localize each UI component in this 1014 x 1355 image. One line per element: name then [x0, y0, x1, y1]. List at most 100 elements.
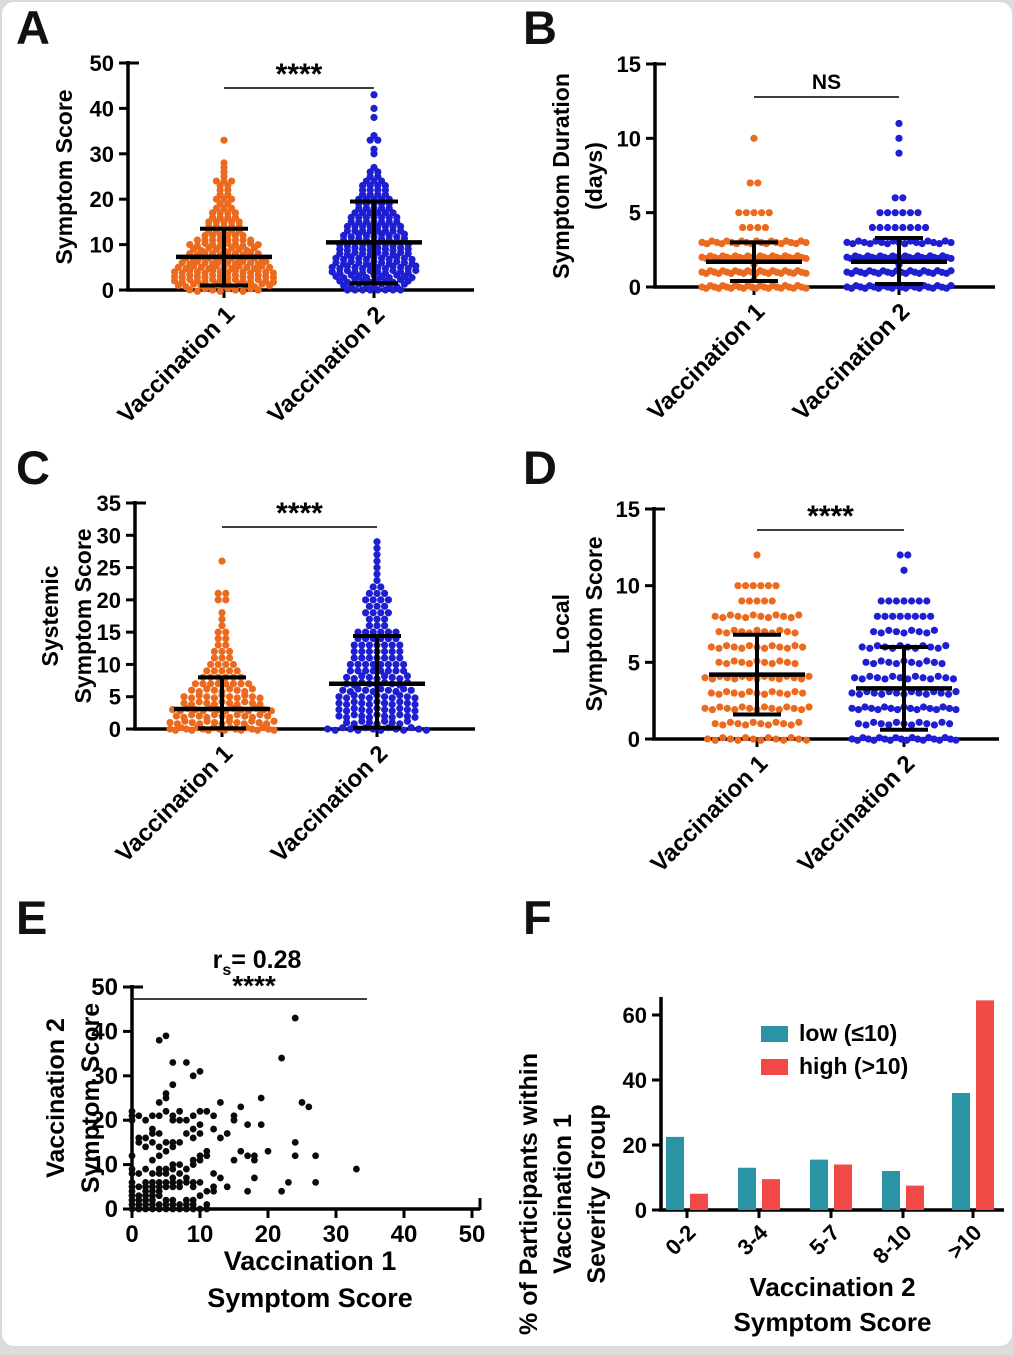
- y-tick-label: 0: [629, 275, 641, 300]
- y-tick-label: 15: [97, 620, 121, 645]
- y-tick-label: 10: [90, 233, 114, 258]
- significance-label: ****: [232, 970, 276, 1001]
- group-label: Vaccination 2: [266, 740, 394, 868]
- category-label: 0-2: [660, 1220, 700, 1260]
- bar-low: [738, 1167, 756, 1210]
- panel-letter-d: D: [523, 441, 557, 494]
- panel-c-systemic-score: C 0 5 10 15 20 25 30 35 Systemic Symptom Score Vac…: [2, 442, 509, 892]
- significance-label: ****: [276, 497, 323, 530]
- group-label: Vaccination 1: [643, 298, 771, 426]
- y-tick-label: 0: [628, 727, 640, 752]
- category-label: 5-7: [804, 1220, 844, 1260]
- x-tick-label: 50: [459, 1221, 486, 1248]
- y-tick-label: 50: [91, 974, 118, 1001]
- significance: ****: [224, 58, 374, 91]
- median-error-bars: [709, 632, 805, 717]
- panel-b-symptom-duration: B 0 5 10 15 Symptom Duration (days) Vaccinatio…: [509, 1, 1012, 442]
- y-tick-label: 0: [102, 278, 114, 303]
- group-label: Vaccination 1: [646, 750, 774, 878]
- median-error-bars: [856, 645, 952, 732]
- y-tick-label: 5: [109, 685, 121, 710]
- y-tick-label: 20: [90, 187, 114, 212]
- group-label: Vaccination 2: [788, 298, 916, 426]
- axes: 0 5 10 15: [616, 497, 999, 752]
- axes: 0 5 10 15 20 25 30 35: [97, 491, 475, 742]
- bar-high: [762, 1179, 780, 1210]
- legend-swatch: [761, 1059, 788, 1075]
- x-axis-title: Vaccination 2 Symptom Score: [734, 1272, 932, 1337]
- bar-low: [882, 1171, 900, 1210]
- y-tick-label: 60: [623, 1003, 647, 1028]
- barchart-severity-groups: 0 20 40 60 % of Participants within Vaccinati…: [515, 997, 1004, 1337]
- dotplot-symptom-duration: 0 5 10 15 Symptom Duration (days) Vaccination …: [548, 52, 995, 426]
- significance-label: NS: [812, 71, 841, 94]
- y-tick-label: 10: [616, 574, 640, 599]
- correlation-annotation: rs= 0.28****: [132, 946, 367, 1001]
- dotplot-symptom-score: 0 10 20 30 40 50 Symptom Score Vaccination 1 Vac…: [51, 51, 474, 429]
- panel-e-correlation-scatter: E 0 10 20 30 40 50 0 10 20 30 40 50 Vaccination 2 Sym…: [2, 891, 509, 1346]
- median-error-bars: [329, 634, 425, 730]
- panel-letter-b: B: [523, 1, 557, 54]
- y-tick-label: 10: [91, 1152, 118, 1179]
- y-tick-label: 15: [616, 497, 640, 522]
- group-label: Vaccination 2: [263, 301, 391, 429]
- bar-high: [906, 1185, 924, 1210]
- y-axis-title: Symptom Duration (days): [548, 73, 607, 279]
- panel-letter-c: C: [16, 441, 50, 494]
- y-tick-label: 10: [97, 652, 121, 677]
- y-axis-title: Symptom Score: [51, 89, 77, 264]
- x-tick-label: 0: [125, 1221, 138, 1248]
- y-tick-label: 5: [628, 650, 640, 675]
- median-error-bars: [706, 240, 802, 284]
- legend: low (≤10) high (>10): [761, 1020, 908, 1079]
- y-tick-label: 10: [617, 126, 641, 151]
- bar-low: [666, 1136, 684, 1210]
- legend-label: low (≤10): [799, 1020, 897, 1046]
- scatter-points: [128, 1014, 360, 1213]
- y-tick-label: 40: [91, 1018, 118, 1045]
- significance-label: ****: [807, 500, 854, 533]
- bar-low: [810, 1159, 828, 1210]
- bar-low: [952, 1093, 970, 1210]
- x-tick-label: 10: [187, 1221, 214, 1248]
- median-error-bars: [851, 235, 947, 287]
- category-label: 3-4: [732, 1219, 773, 1260]
- y-tick-label: 5: [629, 201, 641, 226]
- panel-letter-e: E: [16, 891, 48, 944]
- median-error-bars: [176, 226, 272, 288]
- legend-swatch: [761, 1026, 788, 1042]
- y-tick-label: 20: [91, 1107, 118, 1134]
- panel-f-severity-bars: F 0 20 40 60 % of Participants within Vaccina…: [509, 891, 1012, 1346]
- group-label: Vaccination 1: [113, 301, 241, 429]
- y-axis-title: Systemic Symptom Score: [37, 528, 96, 703]
- legend-label: high (>10): [799, 1053, 908, 1079]
- svg-text:rs= 0.28: rs= 0.28: [213, 946, 302, 979]
- bar-high: [976, 1000, 994, 1210]
- median-error-bars: [174, 675, 270, 731]
- y-tick-label: 30: [91, 1063, 118, 1090]
- y-tick-label: 15: [617, 52, 641, 77]
- bar-high: [690, 1193, 708, 1210]
- dotplot-local-score: 0 5 10 15 Local Symptom Score Vaccination 1 Vac…: [548, 497, 999, 878]
- y-tick-label: 0: [635, 1198, 647, 1223]
- y-axis-title: Local Symptom Score: [548, 536, 607, 711]
- panel-letter-a: A: [16, 1, 50, 54]
- x-axis-title: Vaccination 1 Symptom Score: [207, 1246, 413, 1313]
- y-tick-label: 50: [90, 51, 114, 76]
- y-tick-label: 20: [97, 588, 121, 613]
- y-tick-label: 0: [105, 1196, 118, 1223]
- significance: ****: [757, 500, 904, 533]
- y-tick-label: 25: [97, 556, 121, 581]
- category-label: 8-10: [868, 1220, 917, 1269]
- panel-letter-f: F: [523, 891, 552, 944]
- y-tick-label: 40: [623, 1068, 647, 1093]
- significance: ****: [222, 497, 377, 530]
- median-error-bars: [326, 199, 422, 286]
- group-label: Vaccination 1: [111, 740, 239, 868]
- y-tick-label: 20: [623, 1133, 647, 1158]
- bar-high: [834, 1164, 852, 1210]
